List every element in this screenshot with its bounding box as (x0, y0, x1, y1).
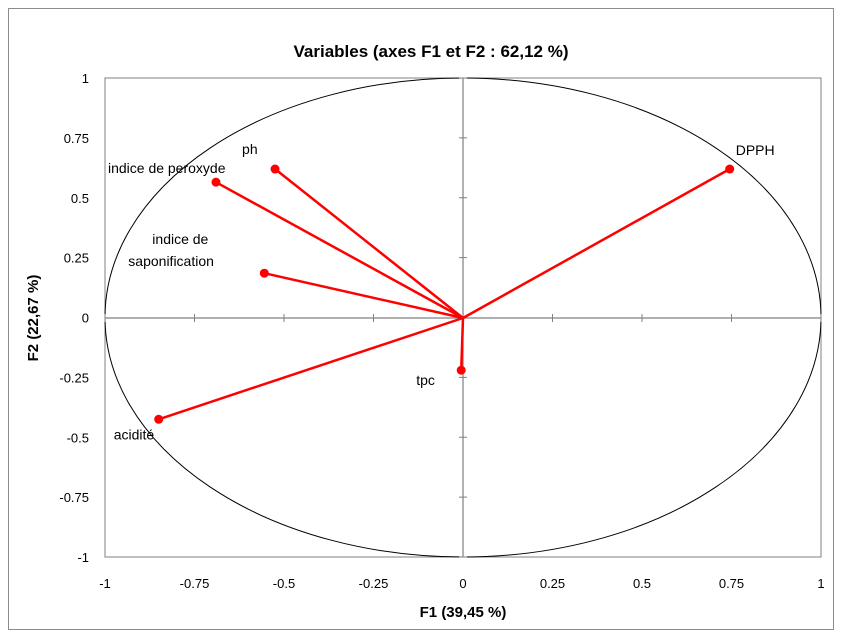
y-tick-label: -0.25 (59, 370, 89, 385)
x-tick-label: -0.25 (359, 576, 389, 591)
data-point (211, 177, 221, 187)
y-tick-label: 0.5 (71, 191, 89, 206)
y-tick-label: -1 (77, 550, 89, 565)
y-tick-label: 0.25 (64, 251, 89, 266)
vector-line (274, 168, 464, 319)
y-axis-title: F2 (22,67 %) (25, 275, 42, 362)
data-point (259, 268, 269, 278)
y-tick-label: -0.5 (67, 430, 89, 445)
data-point (725, 164, 735, 174)
point-label: DPPH (736, 142, 775, 158)
vector-line (264, 271, 464, 320)
data-point (456, 365, 466, 375)
y-tick-label: 0 (82, 311, 89, 326)
axes-layer: -1 -0.75 -0.5 -0.25 0 0.25 0.5 0.75 1 1 0.75 0.5 0.2… (59, 71, 824, 591)
point-label: tpc (416, 372, 435, 388)
vector-line (158, 316, 464, 421)
x-tick-label: -0.5 (273, 576, 295, 591)
chart-frame (8, 8, 834, 630)
y-tick-label: -0.75 (59, 490, 89, 505)
data-point (154, 414, 164, 424)
point-label: acidité (114, 426, 155, 442)
x-tick-label: -0.75 (180, 576, 210, 591)
point-label: indice de peroxyde (108, 160, 226, 176)
data-point (270, 164, 280, 174)
point-label-line: saponification (128, 253, 214, 269)
point-label: indice de saponification (128, 231, 214, 269)
chart-title: Variables (axes F1 et F2 : 62,12 %) (294, 42, 569, 61)
x-axis-title: F1 (39,45 %) (420, 604, 507, 621)
vector-line (459, 317, 465, 371)
x-tick-label: 1 (817, 576, 824, 591)
vector-line (215, 181, 464, 320)
x-tick-label: 0 (459, 576, 466, 591)
vector-line (462, 167, 731, 320)
x-tick-label: 0.75 (719, 576, 744, 591)
x-tick-label: 0.25 (540, 576, 565, 591)
x-tick-label: -1 (99, 576, 111, 591)
point-label-line: indice de (152, 231, 208, 247)
series-layer: DPPH ph indice de peroxyde indice de saponif… (108, 141, 775, 442)
y-tick-label: 0.75 (64, 131, 89, 146)
y-tick-label: 1 (82, 71, 89, 86)
point-label: ph (242, 141, 258, 157)
x-tick-label: 0.5 (633, 576, 651, 591)
